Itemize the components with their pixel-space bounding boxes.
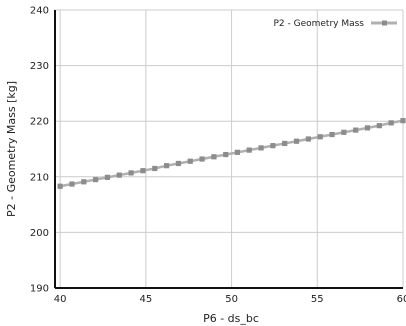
data-point xyxy=(93,176,99,183)
y-tick-labels: 190 200 210 220 230 240 xyxy=(30,6,49,295)
y-tick-label: 210 xyxy=(30,172,49,183)
x-tick-label: 50 xyxy=(225,294,238,305)
data-point xyxy=(223,151,229,158)
y-axis-label: P2 - Geometry Mass [kg] xyxy=(5,81,18,217)
data-point xyxy=(81,179,87,185)
axes xyxy=(54,10,403,289)
x-axis-label: P6 - ds_bc xyxy=(203,312,259,325)
legend: P2 - Geometry Mass xyxy=(273,19,397,29)
data-point xyxy=(246,147,252,153)
data-point xyxy=(234,149,240,155)
data-point xyxy=(69,181,75,187)
series-layer xyxy=(57,118,406,189)
data-point xyxy=(104,174,111,180)
data-point xyxy=(140,168,146,174)
data-point xyxy=(116,172,122,178)
data-point xyxy=(57,183,63,189)
legend-marker-swatch xyxy=(382,20,387,26)
x-tick-label: 60 xyxy=(397,294,406,305)
y-tick-label: 200 xyxy=(30,228,49,239)
y-tick-label: 240 xyxy=(30,6,49,17)
x-tick-labels: 40 45 50 55 60 xyxy=(54,294,406,305)
x-tick-label: 40 xyxy=(54,294,67,305)
data-point xyxy=(305,136,311,142)
data-point xyxy=(211,154,217,160)
grid xyxy=(55,9,404,289)
data-point xyxy=(270,143,276,149)
data-point xyxy=(175,160,182,167)
data-point xyxy=(341,129,347,135)
data-point xyxy=(400,118,406,124)
legend-label: P2 - Geometry Mass xyxy=(273,19,364,29)
y-tick-label: 220 xyxy=(30,117,49,128)
data-point xyxy=(388,120,394,126)
data-point xyxy=(152,165,158,172)
data-point xyxy=(329,131,335,138)
data-point xyxy=(187,158,193,164)
data-point xyxy=(293,138,300,144)
x-tick-label: 45 xyxy=(139,294,152,305)
x-tick-label: 55 xyxy=(311,294,324,305)
data-point xyxy=(282,140,288,147)
data-point xyxy=(164,163,170,169)
y-tick-label: 230 xyxy=(30,61,49,72)
data-point xyxy=(128,170,134,176)
data-point xyxy=(258,145,264,151)
data-point xyxy=(376,123,382,129)
data-point xyxy=(317,134,323,140)
data-point xyxy=(199,156,205,162)
y-tick-label: 190 xyxy=(30,284,49,295)
data-point xyxy=(353,127,359,133)
data-point xyxy=(364,125,371,131)
